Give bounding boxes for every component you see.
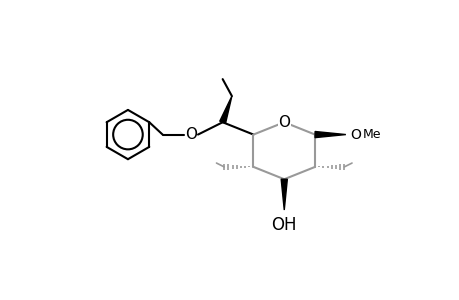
Polygon shape [280, 179, 287, 210]
Polygon shape [219, 96, 231, 123]
Text: O: O [278, 115, 290, 130]
Text: OH: OH [271, 216, 297, 234]
Text: O: O [185, 127, 196, 142]
Polygon shape [314, 131, 345, 138]
Text: Me: Me [362, 128, 381, 141]
Text: O: O [350, 128, 361, 142]
